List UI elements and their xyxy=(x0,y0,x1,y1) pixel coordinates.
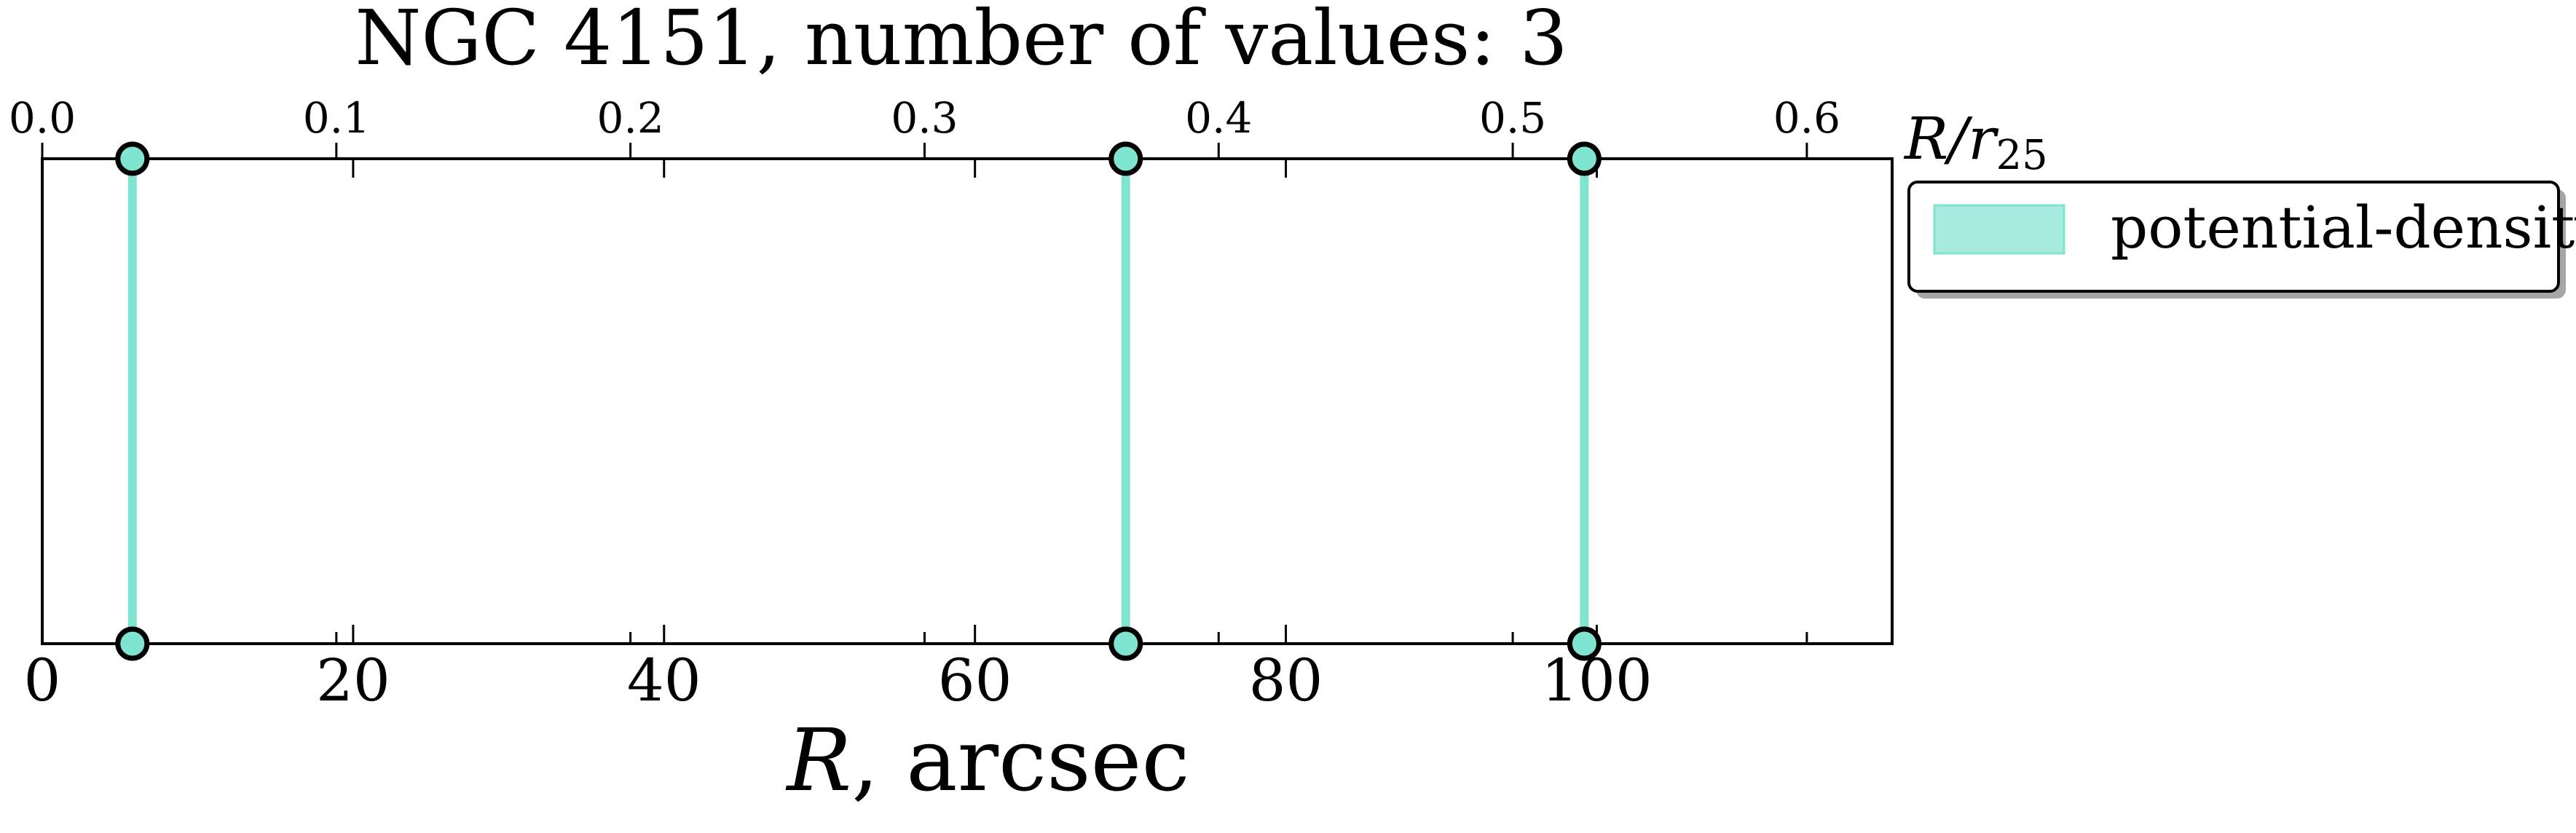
top-axis-label-subscript: 25 xyxy=(1996,132,2047,179)
x-tick-label: 20 xyxy=(316,647,390,714)
top-tick-label: 0.6 xyxy=(1773,93,1840,143)
top-tick-label: 0.3 xyxy=(891,93,958,143)
plot-frame xyxy=(41,157,1894,645)
data-point-bottom xyxy=(1108,626,1143,661)
data-point-bottom xyxy=(1567,626,1602,661)
top-axis-label-symbol: R/r xyxy=(1903,105,1999,173)
series-layer xyxy=(115,141,1602,661)
data-point-top xyxy=(1567,141,1602,176)
data-point-top xyxy=(115,141,150,176)
legend: potential-density xyxy=(1907,181,2576,299)
x-tick-label: 60 xyxy=(938,647,1012,714)
top-tick-label: 0.2 xyxy=(597,93,664,143)
data-point-top xyxy=(1108,141,1143,176)
legend-label: potential-density xyxy=(2111,194,2576,261)
data-point-bottom xyxy=(115,626,150,661)
x-axis-label: R, arcsec xyxy=(785,710,1189,810)
top-tick-label: 0.1 xyxy=(303,93,370,143)
legend-box xyxy=(1907,181,2560,293)
x-axis-label-symbol: R xyxy=(785,710,851,810)
axis-ticks: 0 20 40 60 80 100 0.0 0.1 0.2 0.3 0.4 0.5 0.6 xyxy=(9,93,1840,714)
x-axis-label-unit: , arcsec xyxy=(851,710,1189,810)
x-tick-label: 40 xyxy=(627,647,701,714)
top-tick-label: 0.4 xyxy=(1185,93,1252,143)
legend-swatch xyxy=(1933,204,2065,255)
top-tick-label: 0.0 xyxy=(9,93,76,143)
top-tick-label: 0.5 xyxy=(1479,93,1546,143)
chart-title: NGC 4151, number of values: 3 xyxy=(355,0,1567,82)
x-tick-label: 80 xyxy=(1249,647,1323,714)
top-axis-label: R/r25 xyxy=(1903,105,2048,179)
x-tick-label: 0 xyxy=(24,647,61,714)
x-tick-label: 100 xyxy=(1541,647,1653,714)
